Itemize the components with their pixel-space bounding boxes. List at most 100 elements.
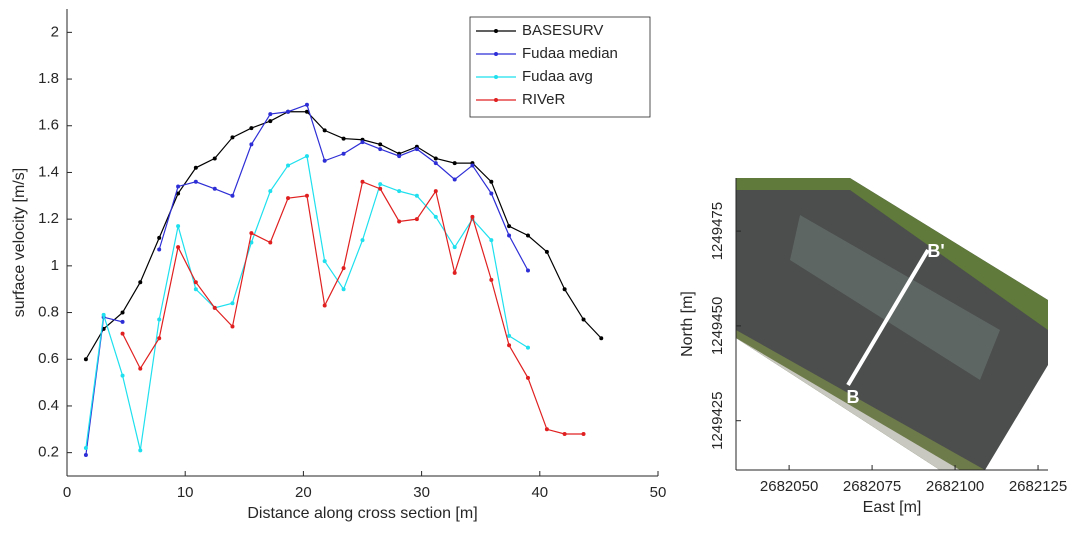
y-tick-label: 0.8 bbox=[38, 304, 59, 321]
data-point bbox=[525, 345, 530, 350]
cross-section-line bbox=[846, 248, 930, 387]
data-point bbox=[230, 324, 235, 329]
data-point bbox=[341, 151, 346, 156]
data-point bbox=[176, 184, 181, 189]
data-point bbox=[212, 186, 217, 191]
data-point bbox=[230, 301, 235, 306]
data-point bbox=[193, 165, 198, 170]
data-point bbox=[544, 427, 549, 432]
data-point bbox=[157, 336, 162, 341]
data-point bbox=[83, 452, 88, 457]
legend-marker bbox=[494, 29, 498, 33]
y-axis-label: surface velocity [m/s] bbox=[11, 168, 28, 317]
data-point bbox=[286, 163, 291, 168]
data-point bbox=[581, 317, 586, 322]
data-point bbox=[525, 233, 530, 238]
x-tick-label: 50 bbox=[650, 484, 667, 501]
data-point bbox=[304, 102, 309, 107]
data-point bbox=[304, 109, 309, 114]
data-point bbox=[193, 179, 198, 184]
data-point bbox=[414, 193, 419, 198]
data-point bbox=[360, 238, 365, 243]
data-point bbox=[414, 147, 419, 152]
data-point bbox=[286, 196, 291, 201]
x-tick-label: 20 bbox=[295, 484, 312, 501]
x-tick-label: 2682075 bbox=[843, 478, 901, 495]
data-point bbox=[507, 333, 512, 338]
data-point bbox=[470, 163, 475, 168]
data-point bbox=[507, 343, 512, 348]
legend-marker bbox=[494, 98, 498, 102]
x-tick-label: 40 bbox=[531, 484, 548, 501]
data-point bbox=[304, 193, 309, 198]
data-point bbox=[212, 305, 217, 310]
data-point bbox=[322, 259, 327, 264]
data-point bbox=[360, 140, 365, 145]
data-point bbox=[322, 158, 327, 163]
data-point bbox=[378, 186, 383, 191]
legend-label: RIVeR bbox=[522, 91, 566, 108]
data-point bbox=[341, 266, 346, 271]
data-point bbox=[249, 231, 254, 236]
data-point bbox=[562, 287, 567, 292]
data-point bbox=[397, 219, 402, 224]
data-point bbox=[268, 240, 273, 245]
x-tick-label: 0 bbox=[63, 484, 71, 501]
annotation: B bbox=[847, 387, 860, 407]
legend-marker bbox=[494, 52, 498, 56]
data-point bbox=[544, 249, 549, 254]
x-tick-label: 30 bbox=[413, 484, 430, 501]
data-point bbox=[120, 331, 125, 336]
data-point bbox=[378, 142, 383, 147]
data-point bbox=[249, 240, 254, 245]
data-point bbox=[397, 189, 402, 194]
data-point bbox=[249, 126, 254, 131]
series-line bbox=[122, 180, 584, 435]
y-axis-label: North [m] bbox=[679, 291, 696, 357]
data-point bbox=[452, 177, 457, 182]
x-tick-label: 2682125 bbox=[1009, 478, 1067, 495]
data-point bbox=[193, 280, 198, 285]
data-point bbox=[120, 310, 125, 315]
y-tick-label: 0.2 bbox=[38, 444, 59, 461]
data-point bbox=[83, 357, 88, 362]
data-point bbox=[378, 182, 383, 187]
data-point bbox=[157, 317, 162, 322]
data-point bbox=[397, 154, 402, 159]
y-tick-label: 1.2 bbox=[38, 210, 59, 227]
y-tick-label: 1249450 bbox=[709, 297, 726, 355]
x-axis-label: East [m] bbox=[863, 499, 922, 516]
x-tick-label: 10 bbox=[177, 484, 194, 501]
data-point bbox=[138, 366, 143, 371]
data-point bbox=[120, 373, 125, 378]
y-tick-label: 1 bbox=[51, 257, 59, 274]
x-tick-label: 2682100 bbox=[926, 478, 984, 495]
data-point bbox=[157, 235, 162, 240]
aerial-image bbox=[736, 178, 1048, 470]
data-point bbox=[249, 142, 254, 147]
data-point bbox=[433, 161, 438, 166]
legend-marker bbox=[494, 75, 498, 79]
data-point bbox=[378, 147, 383, 152]
y-tick-label: 2 bbox=[51, 23, 59, 40]
data-point bbox=[581, 431, 586, 436]
x-tick-label: 2682050 bbox=[760, 478, 818, 495]
data-point bbox=[489, 238, 494, 243]
data-point bbox=[433, 214, 438, 219]
data-point bbox=[507, 233, 512, 238]
legend-label: BASESURV bbox=[522, 22, 603, 39]
data-point bbox=[433, 156, 438, 161]
data-point bbox=[120, 319, 125, 324]
data-point bbox=[83, 445, 88, 450]
data-point bbox=[230, 193, 235, 198]
data-point bbox=[176, 191, 181, 196]
y-tick-label: 1.4 bbox=[38, 163, 59, 180]
data-point bbox=[433, 189, 438, 194]
data-point bbox=[489, 191, 494, 196]
data-point bbox=[157, 247, 162, 252]
data-point bbox=[489, 277, 494, 282]
legend-label: Fudaa median bbox=[522, 45, 618, 62]
data-point bbox=[341, 136, 346, 141]
data-point bbox=[176, 245, 181, 250]
